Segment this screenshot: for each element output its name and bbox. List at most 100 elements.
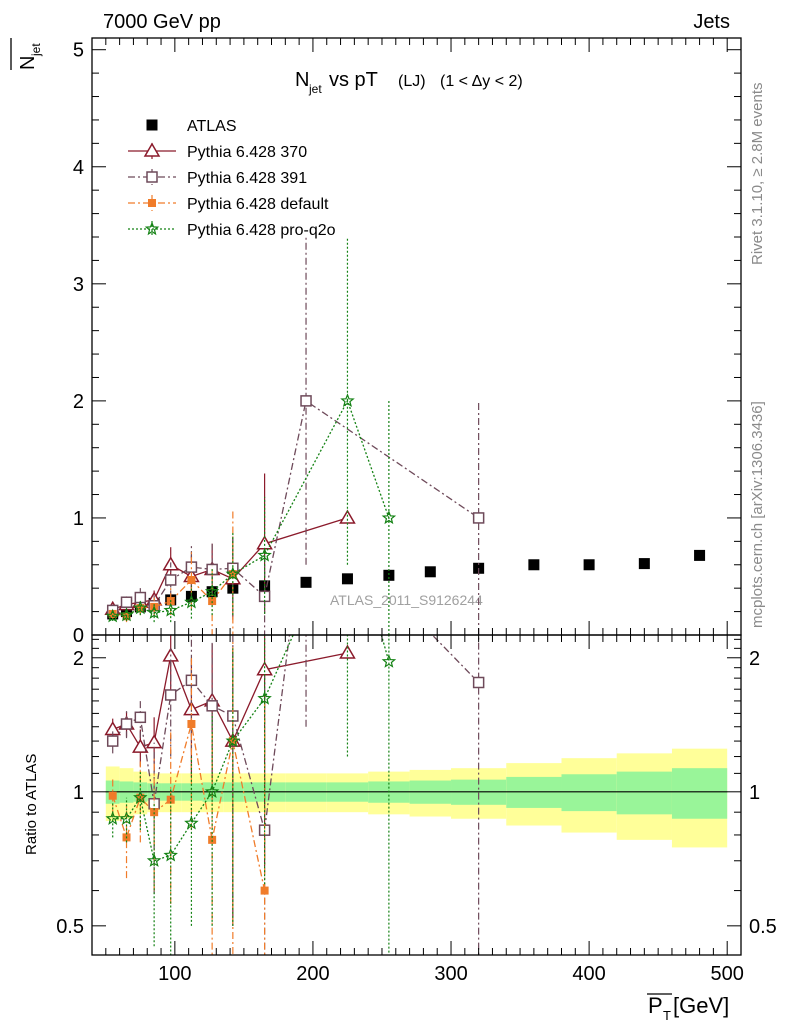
y-tick-label: 3 — [73, 274, 84, 296]
ratio-point-p391 — [206, 700, 218, 712]
data-point-atlas — [341, 573, 353, 585]
data-point-pq2o — [133, 600, 148, 615]
ratio-point-pdefault — [187, 720, 196, 729]
data-point-pq2o — [105, 608, 120, 623]
watermark-label: ATLAS_2011_S9126244 — [330, 592, 483, 608]
ratio-point-pdefault — [260, 886, 269, 895]
legend-item-atlas: ATLAS — [146, 118, 237, 135]
title-tag: (LJ) — [398, 73, 426, 90]
title-n: N — [295, 69, 309, 91]
data-point-atlas — [300, 576, 312, 588]
x-label-main: P — [648, 993, 663, 1018]
ratio-point-pq2o — [119, 811, 134, 825]
ratio-y-tick-label-right: 0.5 — [749, 916, 777, 938]
x-tick-label: 200 — [296, 963, 329, 985]
data-point-pq2o — [146, 605, 162, 619]
data-point-pq2o — [184, 594, 199, 609]
data-point-atlas — [638, 558, 650, 570]
ratio-point-pdefault — [166, 795, 175, 804]
legend-label-pq2o: Pythia 6.428 pro-q2o — [187, 222, 336, 239]
ratio-y-label: Ratio to ATLAS — [23, 754, 40, 855]
ratio-point-pdefault — [150, 808, 159, 817]
y-tick-label: 2 — [73, 391, 84, 413]
y-tick-label: 0 — [73, 625, 84, 647]
data-point-pq2o — [225, 566, 241, 581]
data-point-p391 — [472, 512, 485, 524]
legend-item-p391: Pythia 6.428 391 — [128, 169, 307, 187]
title-jet-sub: jet — [308, 82, 322, 96]
legend-marker-p391 — [146, 171, 158, 183]
legend-marker-p370 — [143, 142, 161, 157]
main-title: N jet vs pT (LJ) (1 < Δy < 2) — [295, 69, 523, 96]
ratio-point-p391 — [106, 735, 119, 747]
ratio-point-p370 — [132, 738, 149, 753]
ratio-point-pq2o — [225, 733, 241, 748]
ratio-point-p391 — [164, 689, 177, 701]
x-tick-label: 100 — [158, 963, 191, 985]
ratio-point-pq2o — [381, 654, 397, 668]
data-point-pq2o — [204, 584, 220, 598]
ratio-point-pq2o — [163, 847, 178, 862]
uncertainty-band-inner — [561, 774, 617, 812]
data-point-p391 — [300, 395, 312, 407]
main-y-label-sub: jet — [29, 43, 43, 57]
series-atlas — [107, 549, 706, 620]
ratio-y-tick-label: 2 — [73, 648, 84, 670]
ratio-y-tick-label-right: 1 — [749, 782, 760, 804]
data-point-pq2o — [381, 510, 397, 525]
ratio-point-pq2o — [184, 815, 199, 830]
legend-item-pq2o: Pythia 6.428 pro-q2o — [128, 221, 336, 239]
main-y-label-main: N — [17, 56, 39, 70]
x-axis-label: P T [GeV] — [647, 993, 729, 1023]
data-point-atlas — [424, 566, 436, 578]
data-point-pdefault — [208, 597, 217, 606]
title-range: (1 < Δy < 2) — [440, 73, 523, 90]
series-line-pq2o — [112, 399, 390, 617]
ratio-point-pq2o — [105, 811, 120, 825]
legend-item-p370: Pythia 6.428 370 — [128, 142, 307, 161]
data-point-atlas — [583, 559, 595, 571]
data-point-p391 — [164, 574, 177, 586]
ratio-y-tick-label-right: 2 — [749, 648, 760, 670]
data-point-pq2o — [340, 393, 355, 408]
data-point-atlas — [528, 559, 540, 571]
ratio-point-pq2o — [146, 853, 162, 867]
main-y-label: N jet — [10, 38, 43, 70]
y-tick-label: 4 — [73, 157, 84, 179]
series-pq2o — [105, 237, 397, 635]
uncertainty-band-inner — [616, 771, 672, 815]
x-label-unit: [GeV] — [673, 993, 729, 1018]
ratio-point-p391 — [120, 718, 133, 730]
ratio-series-p370 — [104, 635, 356, 926]
data-point-pq2o — [119, 607, 134, 622]
legend-label-pdefault: Pythia 6.428 default — [187, 196, 329, 213]
title-vs-pt: vs pT — [329, 69, 378, 91]
ratio-y-tick-label: 0.5 — [56, 916, 84, 938]
legend-marker-atlas — [146, 119, 158, 131]
ratio-point-pq2o — [257, 690, 272, 705]
uncertainty-band-inner — [506, 776, 562, 808]
ratio-point-p391 — [134, 711, 147, 724]
ratio-point-pdefault — [108, 791, 117, 800]
legend-label-p391: Pythia 6.428 391 — [187, 170, 307, 187]
x-tick-label: 300 — [434, 963, 467, 985]
ratio-y-tick-label: 1 — [73, 782, 84, 804]
y-tick-label: 1 — [73, 508, 84, 530]
main-panel: ATLAS_2011_S9126244 0 1 2 3 4 5 N jet vs pT (… — [73, 37, 742, 647]
data-point-pq2o — [257, 547, 272, 562]
legend-marker-pdefault — [148, 199, 156, 207]
header-right: Jets — [693, 11, 730, 33]
ratio-point-pq2o — [204, 784, 220, 799]
data-point-pdefault — [187, 575, 196, 584]
y-tick-label: 5 — [73, 40, 84, 62]
ratio-point-pq2o — [133, 790, 148, 804]
ratio-line-p370 — [112, 652, 348, 748]
data-point-p391 — [120, 596, 133, 608]
data-point-atlas — [694, 549, 706, 561]
legend-marker-pq2o — [144, 221, 160, 236]
data-point-atlas — [383, 569, 395, 581]
data-point-pq2o — [163, 602, 178, 617]
mcplots-label: mcplots.cern.ch [arXiv:1306.3436] — [749, 401, 766, 628]
rivet-label: Rivet 3.1.10, ≥ 2.8M events — [749, 83, 766, 266]
